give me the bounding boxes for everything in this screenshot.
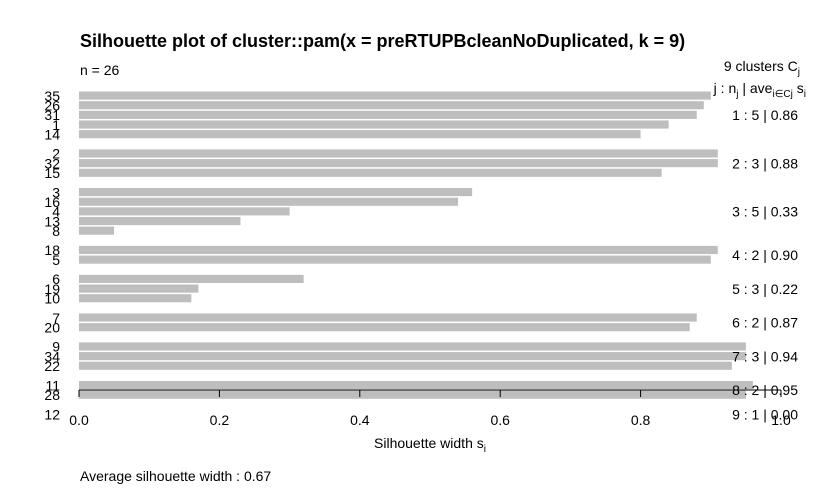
observation-label: 22	[44, 358, 60, 374]
silhouette-bar	[79, 149, 718, 158]
silhouette-bar	[79, 130, 641, 139]
x-tick-label: 0.8	[631, 412, 651, 428]
silhouette-bar	[79, 207, 290, 216]
silhouette-bar	[79, 294, 192, 303]
cluster-summary-label: 7 : 3 | 0.94	[732, 348, 798, 364]
silhouette-bar	[79, 313, 697, 322]
silhouette-bar	[79, 197, 459, 206]
silhouette-bar	[79, 342, 746, 351]
silhouette-bar	[79, 110, 697, 119]
silhouette-bar	[79, 226, 115, 235]
header-clusters: 9 clusters Cj	[724, 58, 800, 78]
observation-label: 14	[44, 126, 60, 142]
silhouette-bar	[79, 274, 304, 283]
silhouette-bar	[79, 120, 669, 129]
silhouette-bar	[79, 361, 732, 370]
observation-label: 13	[44, 213, 60, 229]
observation-label: 1	[52, 117, 60, 133]
observation-label: 10	[44, 290, 60, 306]
observation-label: 26	[44, 97, 60, 113]
header-columns: j : nj | avei∈Cj si	[713, 80, 806, 100]
silhouette-bar	[79, 323, 690, 332]
silhouette-bar	[79, 284, 199, 293]
observation-label: 8	[52, 223, 60, 239]
silhouette-bar	[79, 381, 753, 390]
observation-label: 6	[52, 271, 60, 287]
cluster-summary-label: 4 : 2 | 0.90	[732, 247, 798, 263]
observation-label: 16	[44, 194, 60, 210]
observation-label: 2	[52, 146, 60, 162]
x-axis-label: Silhouette width si	[374, 435, 486, 455]
observation-label: 7	[52, 310, 60, 326]
silhouette-bar	[79, 159, 718, 168]
cluster-summary-label: 5 : 3 | 0.22	[732, 281, 798, 297]
average-width-footer: Average silhouette width : 0.67	[80, 468, 271, 484]
silhouette-bar	[79, 216, 241, 226]
x-tick-label: 0.4	[350, 412, 370, 428]
cluster-summary-label: 3 : 5 | 0.33	[732, 204, 798, 220]
silhouette-bar	[79, 101, 704, 110]
observation-label: 28	[44, 387, 60, 403]
observation-label: 35	[44, 88, 60, 104]
cluster-summary-label: 6 : 2 | 0.87	[732, 315, 798, 331]
observation-label: 11	[45, 377, 60, 393]
n-label: n = 26	[80, 62, 120, 78]
observation-label: 31	[44, 107, 60, 123]
cluster-summary-label: 2 : 3 | 0.88	[732, 155, 798, 171]
silhouette-bar	[79, 91, 711, 100]
silhouette-bar	[79, 188, 473, 197]
bars-group	[79, 91, 753, 399]
x-tick-label: 0.6	[490, 412, 510, 428]
silhouette-bar	[79, 352, 746, 361]
observation-label: 9	[52, 339, 60, 355]
x-tick-label: 1.0	[771, 412, 791, 428]
observation-label: 32	[44, 155, 60, 171]
silhouette-bar	[79, 255, 711, 264]
observation-label: 5	[52, 252, 60, 268]
cluster-summary-label: 9 : 1 | 0.00	[732, 406, 798, 422]
silhouette-bar	[79, 245, 718, 255]
silhouette-bar	[79, 168, 662, 177]
x-axis-ticks: 0.0 0.2 0.4 0.6 0.8 1.0	[69, 390, 791, 428]
observation-label: 19	[44, 281, 60, 297]
observation-label: 20	[44, 319, 60, 335]
x-tick-label: 0.2	[210, 412, 230, 428]
observation-label: 12	[44, 406, 60, 422]
observation-label: 4	[52, 204, 60, 220]
observation-label: 15	[44, 165, 60, 181]
chart-title: Silhouette plot of cluster::pam(x = preR…	[80, 31, 685, 51]
observation-label: 18	[44, 242, 60, 258]
silhouette-bar	[79, 390, 746, 399]
cluster-summary-label: 1 : 5 | 0.86	[732, 107, 798, 123]
observation-label: 3	[52, 184, 60, 200]
x-tick-label: 0.0	[69, 412, 89, 428]
observation-label: 34	[44, 348, 60, 364]
cluster-labels: 1 : 5 | 0.86 2 : 3 | 0.88 3 : 5 | 0.33 4 : …	[732, 107, 798, 422]
